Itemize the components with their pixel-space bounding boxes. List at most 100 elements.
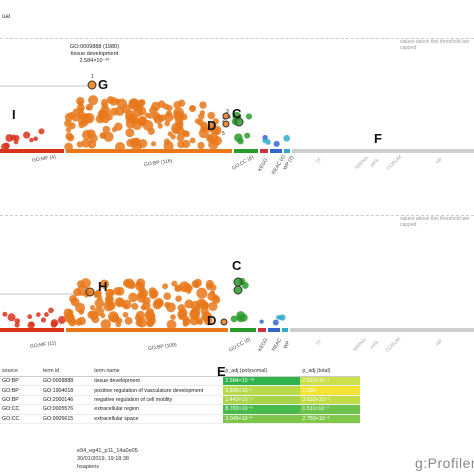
go-bp-point[interactable] — [114, 98, 121, 105]
go-bp-point[interactable] — [175, 121, 184, 130]
go-bp-point[interactable] — [162, 283, 169, 290]
go-bp-point[interactable] — [107, 311, 119, 323]
pathway-point[interactable] — [259, 319, 264, 324]
go-bp-point[interactable] — [111, 126, 118, 133]
go-bp-point[interactable] — [164, 120, 170, 127]
go-mf-point[interactable] — [27, 314, 33, 320]
go-cc-point[interactable] — [241, 281, 249, 289]
go-bp-point[interactable] — [110, 107, 119, 116]
go-bp-point[interactable] — [105, 293, 114, 302]
table-row[interactable]: GO:BP GO:0009888 tissue development 2.584×1… — [0, 376, 360, 387]
col-padj-polysomal[interactable]: p_adj (polysomal) — [223, 366, 301, 377]
go-bp-point[interactable] — [76, 284, 88, 296]
go-bp-point[interactable] — [197, 141, 205, 150]
gprofiler-logo[interactable]: g:Profiler — [415, 455, 474, 471]
col-term-id[interactable]: term id — [40, 366, 93, 377]
go-bp-point[interactable] — [114, 297, 125, 308]
go-bp-point[interactable] — [171, 280, 178, 287]
go-bp-point[interactable] — [205, 282, 214, 291]
go-bp-point[interactable] — [87, 310, 95, 319]
go-bp-point[interactable] — [138, 117, 147, 126]
go-cc-point[interactable] — [230, 315, 238, 323]
pathway-point[interactable] — [272, 319, 279, 326]
go-bp-point[interactable] — [196, 287, 208, 299]
go-bp-point[interactable] — [189, 316, 199, 326]
go-bp-point[interactable] — [189, 105, 197, 113]
go-mf-point[interactable] — [57, 316, 66, 324]
go-bp-point[interactable] — [103, 300, 115, 312]
go-mf-point[interactable] — [23, 131, 31, 139]
table-row[interactable]: GO:CC GO:0005576 extracellular region 8.783… — [0, 404, 360, 415]
go-bp-point[interactable] — [144, 112, 150, 118]
go-bp-point[interactable] — [122, 303, 129, 309]
go-bp-point[interactable] — [174, 112, 180, 118]
go-bp-point[interactable] — [150, 289, 159, 298]
go-bp-point[interactable] — [134, 138, 140, 145]
go-bp-point[interactable] — [78, 121, 85, 129]
go-bp-point[interactable] — [89, 304, 96, 311]
go-mf-point[interactable] — [2, 311, 8, 317]
go-mf-point[interactable] — [14, 322, 20, 328]
go-bp-point[interactable] — [181, 130, 189, 137]
go-bp-point[interactable] — [157, 123, 163, 129]
go-bp-point[interactable] — [94, 289, 102, 298]
table-row[interactable]: GO:CC GO:0005615 extracellular space 3.049×… — [0, 414, 360, 424]
go-bp-point[interactable] — [177, 304, 186, 312]
go-bp-point[interactable] — [140, 304, 147, 311]
go-bp-point[interactable] — [191, 280, 200, 288]
go-bp-point[interactable] — [124, 316, 133, 325]
go-bp-point[interactable] — [212, 118, 220, 125]
go-bp-point[interactable] — [128, 292, 138, 303]
pathway-point[interactable] — [262, 134, 268, 141]
go-bp-point[interactable] — [100, 312, 106, 319]
highlighted-point[interactable] — [220, 318, 228, 326]
go-bp-point[interactable] — [182, 318, 191, 326]
go-bp-point[interactable] — [88, 95, 99, 106]
go-bp-point[interactable] — [189, 137, 196, 144]
go-bp-point[interactable] — [82, 112, 88, 119]
go-mf-point[interactable] — [14, 318, 21, 324]
go-bp-point[interactable] — [136, 292, 147, 303]
go-mf-point[interactable] — [7, 313, 16, 322]
highlighted-point[interactable] — [222, 112, 230, 120]
go-bp-point[interactable] — [94, 298, 104, 308]
go-bp-point[interactable] — [135, 318, 144, 327]
go-mf-point[interactable] — [48, 307, 54, 314]
go-bp-point[interactable] — [99, 279, 110, 289]
go-bp-point[interactable] — [170, 134, 176, 140]
table-row[interactable]: GO:BP GO:1904018 positive regulation of va… — [0, 385, 360, 396]
go-cc-point[interactable] — [237, 138, 244, 145]
go-bp-point[interactable] — [163, 292, 172, 301]
go-bp-point[interactable] — [207, 125, 214, 132]
go-bp-point[interactable] — [69, 295, 78, 303]
highlighted-point[interactable] — [85, 287, 95, 297]
go-bp-point[interactable] — [152, 112, 161, 121]
go-bp-point[interactable] — [148, 319, 155, 326]
go-bp-point[interactable] — [144, 310, 155, 321]
pathway-point[interactable] — [283, 134, 291, 142]
go-cc-point[interactable] — [244, 132, 251, 139]
go-bp-point[interactable] — [86, 103, 94, 111]
go-mf-point[interactable] — [10, 134, 17, 141]
go-bp-point[interactable] — [198, 113, 205, 120]
go-bp-point[interactable] — [99, 106, 111, 117]
go-bp-point[interactable] — [150, 141, 157, 147]
col-padj-total[interactable]: p_adj (total) — [300, 366, 360, 377]
go-bp-point[interactable] — [176, 133, 185, 142]
go-bp-point[interactable] — [203, 316, 213, 326]
go-cc-point[interactable] — [236, 311, 246, 321]
highlighted-point[interactable] — [222, 120, 230, 128]
go-bp-point[interactable] — [64, 119, 72, 128]
go-bp-point[interactable] — [113, 287, 122, 296]
go-bp-point[interactable] — [102, 125, 111, 134]
pathway-point[interactable] — [276, 315, 281, 320]
go-mf-point[interactable] — [1, 142, 9, 151]
go-bp-point[interactable] — [170, 314, 176, 320]
go-bp-point[interactable] — [153, 297, 164, 308]
go-bp-point[interactable] — [196, 298, 207, 309]
go-bp-point[interactable] — [131, 302, 139, 310]
go-bp-point[interactable] — [125, 128, 135, 138]
highlighted-point[interactable] — [234, 117, 244, 127]
go-bp-point[interactable] — [198, 128, 209, 139]
go-bp-point[interactable] — [199, 101, 207, 109]
